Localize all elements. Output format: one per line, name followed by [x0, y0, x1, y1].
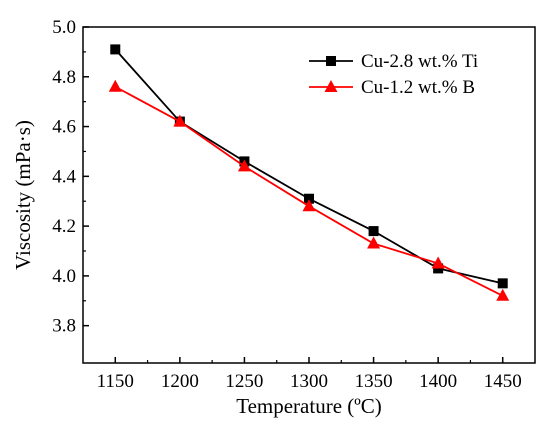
- legend-item: Cu-1.2 wt.% B: [309, 77, 475, 98]
- plot-area: [108, 44, 510, 301]
- x-tick-label: 1300: [290, 371, 328, 392]
- x-tick-label: 1400: [419, 371, 457, 392]
- y-tick-label: 4.6: [52, 117, 76, 138]
- series-marker: [173, 114, 187, 127]
- legend-label: Cu-2.8 wt.% Ti: [361, 51, 478, 72]
- series-marker: [431, 256, 445, 269]
- x-tick-label: 1200: [161, 371, 199, 392]
- x-tick-label: 1350: [355, 371, 393, 392]
- series-marker: [367, 236, 381, 249]
- y-tick-label: 5.0: [52, 17, 76, 38]
- series-marker: [496, 288, 510, 301]
- x-axis-title: Temperature (ºC): [236, 394, 382, 418]
- axes: 3.8 4.0 4.2 4.4 4.6 4.8 5.0 1150 1200 1250 1300 135…: [52, 17, 536, 392]
- series-marker: [326, 56, 336, 66]
- y-tick-label: 3.8: [52, 316, 76, 337]
- series-marker: [302, 199, 316, 212]
- series-marker: [497, 278, 508, 289]
- x-tick-label: 1450: [484, 371, 522, 392]
- y-tick-label: 4.4: [52, 166, 76, 187]
- series-marker: [108, 79, 122, 92]
- series-marker: [324, 80, 338, 92]
- series-marker: [304, 193, 314, 204]
- y-axis-title: Viscosity (mPa·s): [11, 120, 35, 270]
- series-line: [114, 85, 504, 297]
- series-marker: [368, 226, 379, 237]
- series-marker: [110, 44, 121, 55]
- x-tick-label: 1150: [97, 371, 134, 392]
- y-tick-label: 4.2: [52, 216, 76, 237]
- legend-item: Cu-2.8 wt.% Ti: [309, 51, 478, 72]
- legend-label: Cu-1.2 wt.% B: [361, 77, 475, 98]
- y-tick-label: 4.0: [52, 266, 76, 287]
- legend: Cu-2.8 wt.% Ti Cu-1.2 wt.% B: [309, 51, 478, 98]
- y-tick-label: 4.8: [52, 67, 76, 88]
- series-2: [108, 79, 510, 301]
- x-tick-label: 1250: [225, 371, 263, 392]
- series-marker: [237, 159, 251, 172]
